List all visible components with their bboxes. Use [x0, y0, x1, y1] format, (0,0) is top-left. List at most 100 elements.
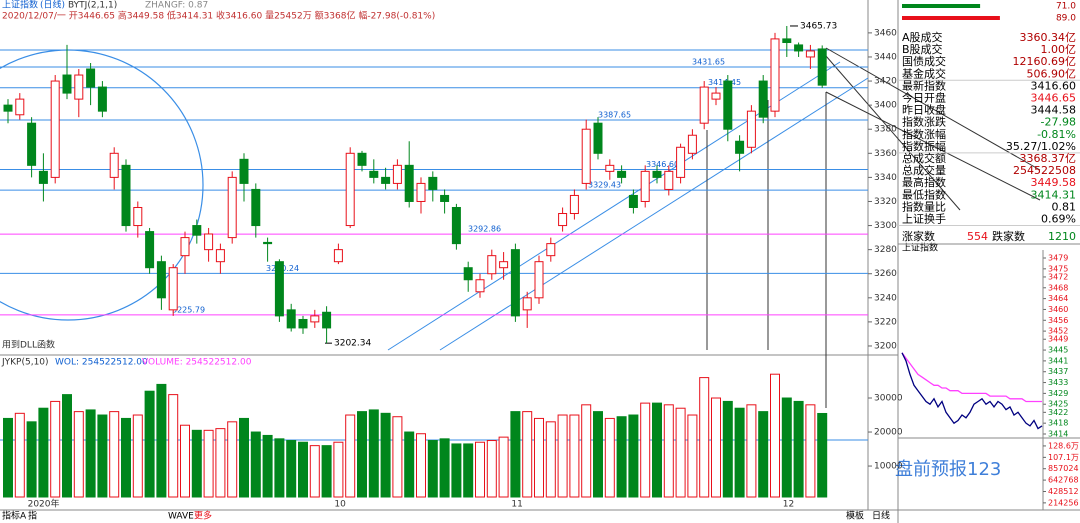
mini-y-tick-label: 3433: [1048, 378, 1068, 387]
volume-bar: [758, 411, 769, 498]
candle-body: [546, 243, 556, 257]
candle-body: [593, 122, 603, 154]
candle-body: [522, 297, 532, 311]
y-tick-label: 3460: [874, 28, 897, 38]
title: 上证指数: [2, 0, 38, 11]
candle-body: [121, 164, 131, 227]
row-label: 上证换手: [902, 212, 946, 226]
row-label: 指数涨跌: [902, 115, 946, 129]
mini-y-tick-label: 3437: [1048, 367, 1068, 376]
candle-body: [475, 279, 485, 293]
volume-bar: [722, 400, 733, 498]
candle-body: [38, 170, 48, 184]
candle-body: [227, 176, 237, 239]
candle-body: [499, 261, 509, 269]
candle-body: [392, 164, 402, 184]
volume-bar: [121, 417, 131, 498]
candle-body: [86, 68, 96, 88]
row-value: 35.27/1.02%: [1006, 140, 1076, 153]
tab[interactable]: 更多: [194, 510, 212, 522]
volume-header: JYKP(5,10): [1, 358, 49, 368]
candle-body: [310, 315, 320, 323]
volume-bar: [498, 436, 509, 498]
candle-body: [640, 170, 650, 202]
row-value: 3416.60: [1031, 79, 1077, 92]
candle-body: [628, 194, 638, 208]
volume-bar: [380, 412, 391, 498]
mini-title: 上证指数: [902, 242, 938, 254]
y-tick-label: 3320: [874, 197, 897, 207]
candle-body: [487, 255, 497, 275]
candle-body: [699, 86, 709, 124]
candle-body: [735, 140, 745, 154]
y-tick-label: 3340: [874, 173, 897, 183]
candle-body: [534, 261, 544, 299]
watermark: 盘前预报123: [895, 459, 1001, 480]
volume-bar: [699, 377, 710, 498]
candle-body: [204, 233, 214, 251]
candle-body: [510, 249, 520, 317]
volume-bar: [62, 394, 72, 498]
volume-bar: [156, 383, 167, 498]
candle-body: [711, 92, 721, 100]
volume-bar: [26, 421, 37, 498]
candle-body: [74, 74, 84, 100]
candle-body: [50, 80, 60, 178]
volume-bar: [168, 394, 179, 498]
arrows: [706, 47, 1041, 408]
point-label: 3202.34: [334, 339, 371, 349]
volume-bar: [817, 412, 828, 498]
mini-y-tick-label: 3445: [1048, 346, 1068, 355]
volume-bar: [132, 414, 143, 498]
volume-bar: [746, 404, 757, 498]
mini-y-tick-label: 3468: [1048, 283, 1068, 292]
candle-body: [286, 309, 296, 329]
volume-bar: [427, 440, 438, 498]
volume-bar: [770, 373, 780, 498]
volume-bar: [286, 440, 297, 498]
volume-bar: [333, 441, 344, 498]
volume-bar: [439, 438, 450, 498]
volume-bar: [781, 397, 792, 498]
row-value: -0.81%: [1037, 128, 1076, 141]
tab[interactable]: 日线: [872, 510, 890, 522]
row-label: A股成交: [902, 30, 943, 44]
tab[interactable]: 模板: [846, 510, 864, 522]
candle-body: [133, 206, 143, 227]
mini-vol-tick-label: 128.6万: [1048, 441, 1079, 450]
candle-body: [416, 182, 426, 202]
volume-bar: [73, 411, 84, 498]
y-tick-label: 3380: [874, 125, 897, 135]
volume-bar: [711, 397, 721, 498]
strength-label: 71.0: [1056, 2, 1076, 12]
level-label: 3292.86: [468, 225, 501, 234]
volume-bar: [510, 411, 521, 498]
candle-body: [15, 98, 25, 116]
candle-body: [168, 267, 178, 311]
mini-y-tick-label: 3464: [1048, 294, 1068, 303]
volume-bar: [50, 400, 61, 498]
row-value: 3368.37亿: [1020, 152, 1077, 165]
volume-bar: [203, 429, 214, 498]
strength-bar: [902, 16, 1000, 20]
x-month-label: 10: [334, 500, 346, 510]
candle-body: [770, 38, 780, 112]
volume-bar: [463, 443, 474, 498]
candle-body: [428, 176, 438, 190]
volume-bar: [593, 411, 603, 498]
tab[interactable]: WAVE: [168, 512, 194, 522]
volume-bar: [675, 407, 686, 498]
tab[interactable]: 指: [28, 510, 37, 522]
candle-body: [274, 261, 284, 317]
candle-body: [357, 152, 367, 166]
up-label: 涨家数: [902, 229, 935, 243]
volume-bar: [97, 414, 108, 498]
candle-body: [664, 170, 674, 190]
candle-body: [3, 104, 13, 112]
volume-bar: [191, 429, 202, 498]
volume-bar: [569, 414, 580, 498]
mini-vol-tick-label: 214256: [1048, 498, 1079, 507]
candle-body: [180, 237, 190, 257]
tab[interactable]: 指标A: [2, 510, 27, 522]
